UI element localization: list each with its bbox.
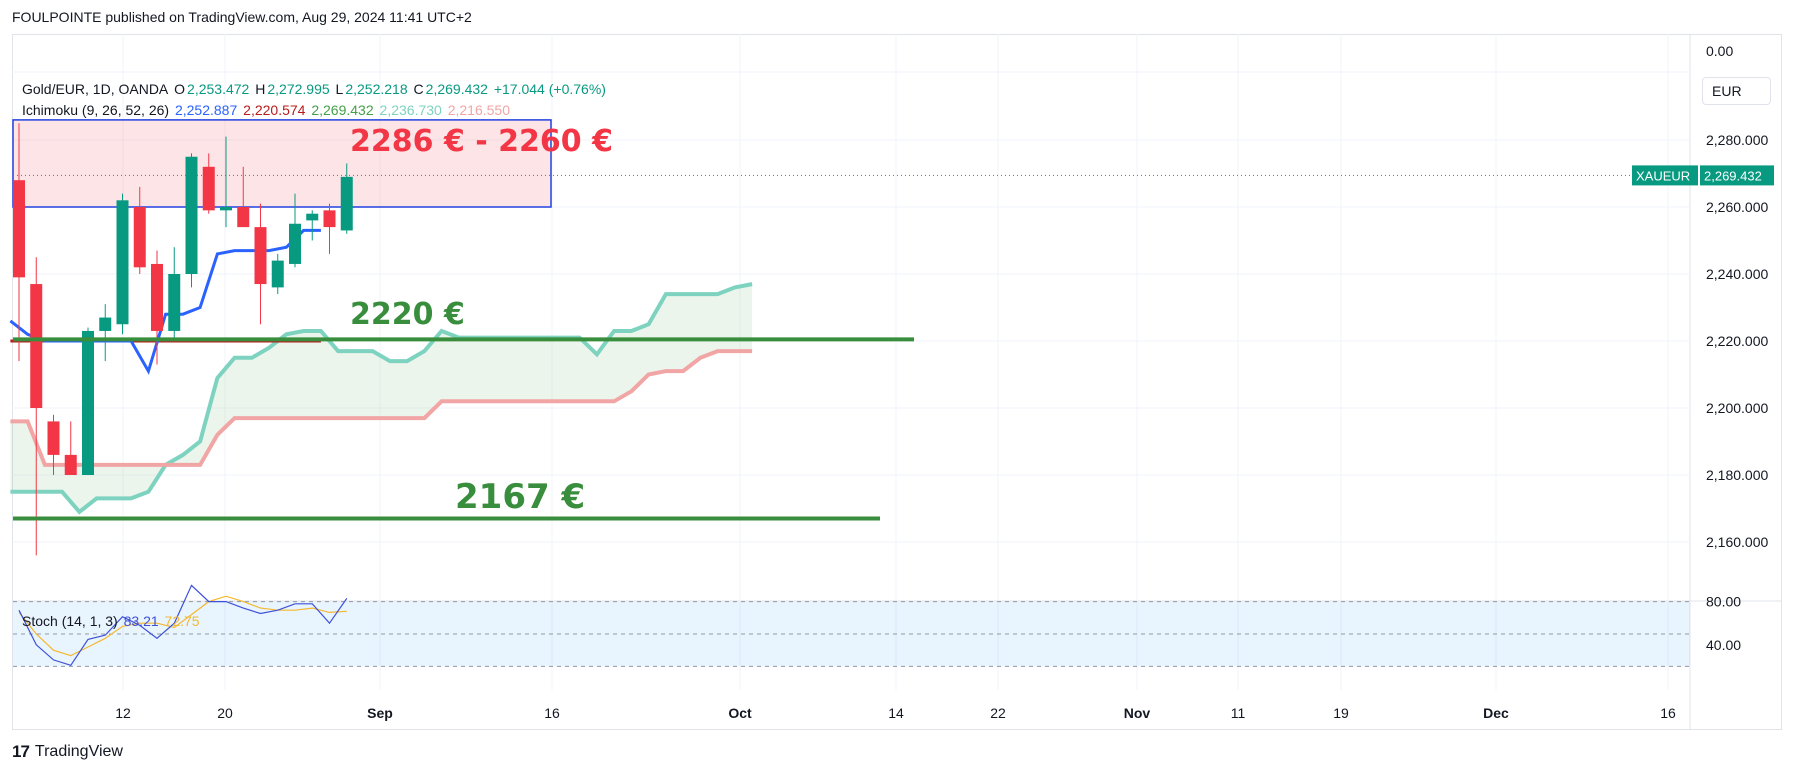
candle-body xyxy=(323,210,336,228)
tradingview-logo[interactable]: 17 TradingView xyxy=(12,742,123,762)
y-tick-label: 2,240.000 xyxy=(1706,266,1768,282)
ichimoku-span-b xyxy=(10,349,753,467)
x-tick-label: 19 xyxy=(1333,705,1349,721)
price-tag-label: 2,269.432 xyxy=(1704,168,1762,183)
change-value: +17.044 (+0.76%) xyxy=(493,81,606,97)
candle-body xyxy=(151,263,163,331)
candle-body xyxy=(185,156,198,274)
close-label: C xyxy=(413,81,424,97)
high-label: H xyxy=(255,81,266,97)
symbol-label[interactable]: Gold/EUR, 1D, OANDA xyxy=(22,81,169,97)
y-tick-label: 2,220.000 xyxy=(1706,333,1768,349)
tradingview-logo-icon: 17 xyxy=(12,742,30,761)
y-tick-label: 2,280.000 xyxy=(1706,132,1768,148)
close-value: 2,269.432 xyxy=(425,81,488,97)
y-tick-label: 2,160.000 xyxy=(1706,534,1768,550)
low-value: 2,252.218 xyxy=(345,81,408,97)
tradingview-brand-text: TradingView xyxy=(34,743,123,760)
x-tick-label: 20 xyxy=(217,705,233,721)
ichimoku-spanA-value: 2,236.730 xyxy=(379,102,442,118)
y-tick-label: 2,200.000 xyxy=(1706,400,1768,416)
high-value: 2,272.995 xyxy=(267,81,330,97)
ichimoku-lagging-value: 2,269.432 xyxy=(311,102,374,118)
candle-body xyxy=(133,207,146,268)
ichimoku-conversion-value: 2,252.887 xyxy=(174,102,238,118)
candle-body xyxy=(47,421,60,455)
candle-body xyxy=(220,207,232,211)
low-label: L xyxy=(335,81,344,97)
ichimoku-legend: Ichimoku (9, 26, 52, 26) 2,252.887 2,220… xyxy=(22,102,512,118)
candle-body xyxy=(254,227,267,285)
ichimoku-label[interactable]: Ichimoku (9, 26, 52, 26) xyxy=(22,102,170,118)
candle-body xyxy=(116,200,129,325)
x-tick-label: Oct xyxy=(728,705,752,721)
price-tag-bg xyxy=(1700,165,1774,186)
stoch-d-line xyxy=(18,595,347,657)
ichimoku-base-value: 2,220.574 xyxy=(243,102,306,118)
candle-body xyxy=(237,207,250,228)
x-tick-label: 11 xyxy=(1231,705,1246,721)
x-tick-label: 12 xyxy=(115,705,131,721)
x-tick-label: 22 xyxy=(990,705,1006,721)
zone-label: 2286 € - 2260 € xyxy=(350,124,613,159)
candle-body xyxy=(271,260,284,288)
stoch-k-value: 83.21 xyxy=(123,613,159,629)
resistance-zone xyxy=(12,119,552,208)
x-tick-label: 16 xyxy=(1660,705,1676,721)
candle-body xyxy=(340,176,353,231)
candle-body xyxy=(30,284,43,408)
stoch-band xyxy=(13,601,1690,667)
y-tick-label-top: 0.00 xyxy=(1706,43,1733,59)
candle-body xyxy=(202,166,215,211)
x-tick-label: Nov xyxy=(1124,705,1151,721)
candle-body xyxy=(168,274,181,331)
chart-frame xyxy=(12,34,1782,730)
open-label: O xyxy=(174,81,186,97)
ohlc-legend: Gold/EUR, 1D, OANDA O 2,253.472 H 2,272.99… xyxy=(22,81,608,97)
stoch-k-line xyxy=(18,584,348,667)
y-tick-label: 2,260.000 xyxy=(1706,199,1768,215)
candle-body xyxy=(64,454,77,475)
level-label-2220: 2220 € xyxy=(350,297,465,332)
level-label-2167: 2167 € xyxy=(455,477,585,517)
candle-body xyxy=(306,213,319,221)
x-tick-label: 16 xyxy=(544,705,560,721)
ichimoku-span-a xyxy=(10,282,753,515)
x-tick-label: Dec xyxy=(1483,705,1509,721)
symbol-tag-bg xyxy=(1632,165,1698,186)
candle-body xyxy=(82,330,94,475)
symbol-tag-label: XAUEUR xyxy=(1636,168,1690,183)
x-tick-label: Sep xyxy=(367,705,393,721)
ichimoku-spanB-value: 2,216.550 xyxy=(447,102,511,118)
stoch-tick-label: 80.00 xyxy=(1706,594,1741,610)
currency-selector[interactable]: EUR xyxy=(1702,77,1771,105)
y-tick-label: 2,180.000 xyxy=(1706,467,1768,483)
stoch-label[interactable]: Stoch (14, 1, 3) xyxy=(22,613,118,629)
candle-body xyxy=(289,223,301,264)
stoch-legend: Stoch (14, 1, 3) 83.21 72.75 xyxy=(22,613,202,629)
stoch-d-value: 72.75 xyxy=(164,613,200,629)
candle-body xyxy=(99,317,112,331)
open-value: 2,253.472 xyxy=(187,81,250,97)
candle-body xyxy=(13,180,25,278)
stoch-tick-label: 40.00 xyxy=(1706,637,1741,653)
x-tick-label: 14 xyxy=(888,705,904,721)
published-caption: FOULPOINTE published on TradingView.com,… xyxy=(12,9,472,25)
